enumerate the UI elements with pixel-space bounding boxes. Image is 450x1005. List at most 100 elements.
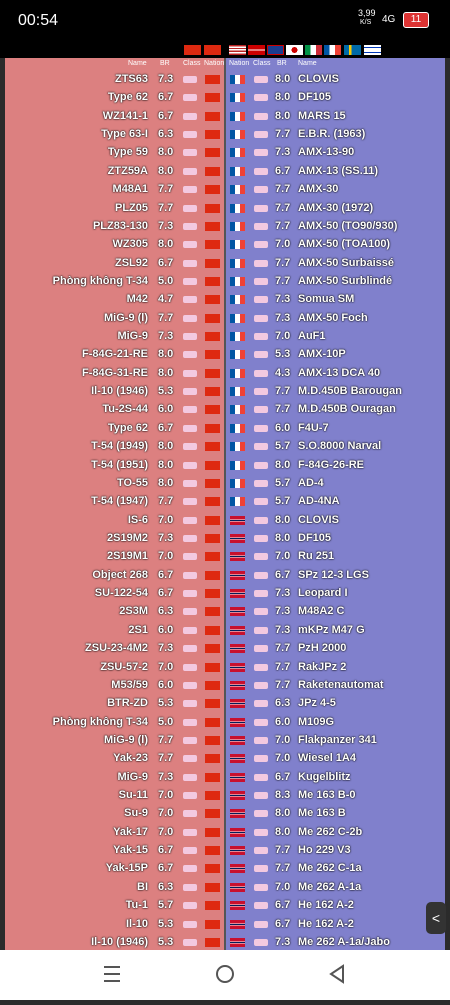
vehicle-name[interactable]: MiG-9 (l) — [104, 733, 148, 746]
vehicle-name[interactable]: MiG-9 (l) — [104, 311, 148, 324]
vehicle-name[interactable]: Ru 251 — [298, 550, 335, 563]
vehicle-name[interactable]: PLZ83-130 — [92, 219, 148, 232]
vehicle-name[interactable]: CLOVIS — [298, 513, 339, 526]
vehicle-name[interactable]: F4U-7 — [298, 421, 329, 434]
vehicle-name[interactable]: AMX-50 Surbaissé — [298, 256, 394, 269]
vehicle-name[interactable]: ZTS63 — [114, 73, 148, 85]
vehicle-name[interactable]: Flakpanzer 341 — [298, 733, 377, 746]
vehicle-name[interactable]: WZ141-1 — [102, 109, 148, 122]
vehicle-name[interactable]: Yak-15 — [113, 844, 148, 857]
menu-button[interactable] — [104, 966, 120, 982]
vehicle-name[interactable]: Me 262 C-2b — [298, 825, 363, 838]
vehicle-name[interactable]: DF105 — [298, 91, 332, 104]
vehicle-name[interactable]: Somua SM — [298, 293, 355, 306]
vehicle-name[interactable]: AMX-30 (1972) — [298, 201, 374, 214]
vehicle-name[interactable]: Yak-23 — [113, 752, 148, 765]
vehicle-name[interactable]: Yak-17 — [113, 825, 148, 838]
vehicle-name[interactable]: M109G — [298, 715, 335, 728]
vehicle-name[interactable]: AMX-13-90 — [298, 146, 355, 159]
vehicle-name[interactable]: Tu-1 — [125, 899, 148, 912]
vehicle-name[interactable]: Object 268 — [92, 568, 148, 581]
vehicle-name[interactable]: AMX-13 DCA 40 — [298, 366, 381, 379]
vehicle-name[interactable]: ZSU-23-4M2 — [85, 642, 148, 655]
vehicle-name[interactable]: 2S3M — [119, 605, 148, 618]
vehicle-name[interactable]: Type 62 — [107, 421, 148, 434]
vehicle-name[interactable]: AMX-50 (TOA100) — [298, 238, 391, 251]
vehicle-name[interactable]: AMX-10P — [298, 348, 346, 361]
vehicle-name[interactable]: Kugelblitz — [298, 770, 351, 783]
vehicle-name[interactable]: 2S19M2 — [107, 532, 148, 544]
vehicle-name[interactable]: Il-10 (1946) — [91, 385, 148, 398]
vehicle-name[interactable]: F-84G-26-RE — [298, 458, 365, 471]
vehicle-name[interactable]: ZTZ59A — [107, 164, 148, 177]
vehicle-name[interactable]: BTR-ZD — [107, 697, 148, 710]
vehicle-name[interactable]: AMX-50 Surblindé — [298, 274, 393, 287]
vehicle-name[interactable]: 2S19M1 — [107, 550, 148, 563]
vehicle-name[interactable]: mKPz M47 G — [298, 623, 365, 636]
vehicle-name[interactable]: F-84G-31-RE — [81, 366, 148, 379]
vehicle-name[interactable]: Phòng không T-34 — [52, 274, 148, 287]
vehicle-name[interactable]: MiG-9 — [117, 330, 148, 343]
vehicle-name[interactable]: TO-55 — [117, 476, 148, 489]
vehicle-name[interactable]: Yak-15P — [105, 862, 148, 875]
vehicle-name[interactable]: M53/59 — [111, 678, 148, 691]
vehicle-name[interactable]: AMX-50 (TO90/930) — [298, 219, 398, 232]
vehicle-name[interactable]: Il-10 — [125, 917, 148, 930]
vehicle-name[interactable]: T-54 (1951) — [91, 458, 148, 471]
vehicle-name[interactable]: AD-4 — [298, 476, 324, 489]
vehicle-name[interactable]: SU-122-54 — [94, 587, 148, 600]
vehicle-name[interactable]: DF105 — [298, 532, 332, 544]
vehicle-name[interactable]: Leopard I — [298, 587, 348, 600]
vehicle-name[interactable]: PzH 2000 — [298, 642, 347, 655]
vehicle-name[interactable]: T-54 (1947) — [91, 495, 148, 508]
vehicle-name[interactable]: Su-11 — [118, 789, 148, 802]
vehicle-name[interactable]: Tu-2S-44 — [102, 403, 148, 416]
vehicle-name[interactable]: Su-9 — [124, 807, 148, 820]
vehicle-name[interactable]: M48A1 — [112, 183, 148, 196]
vehicle-name[interactable]: IS-6 — [127, 513, 148, 526]
vehicle-name[interactable]: 2S1 — [128, 623, 148, 636]
vehicle-name[interactable]: He 162 A-2 — [298, 899, 354, 912]
vehicle-name[interactable]: AMX-50 Foch — [298, 311, 368, 324]
vehicle-name[interactable]: Me 262 A-1a/Jabo — [298, 935, 390, 948]
vehicle-name[interactable]: AD-4NA — [298, 495, 340, 508]
vehicle-name[interactable]: T-54 (1949) — [91, 440, 148, 453]
vehicle-name[interactable]: MiG-9 — [117, 770, 148, 783]
vehicle-name[interactable]: Me 262 A-1a — [298, 880, 362, 893]
vehicle-name[interactable]: Me 163 B-0 — [298, 789, 356, 802]
vehicle-name[interactable]: RakJPz 2 — [298, 660, 347, 673]
vehicle-name[interactable]: JPz 4-5 — [298, 697, 336, 710]
vehicle-name[interactable]: Phòng không T-34 — [52, 715, 148, 728]
vehicle-name[interactable]: Me 163 B — [298, 807, 346, 820]
vehicle-name[interactable]: BI — [137, 880, 148, 893]
vehicle-name[interactable]: AuF1 — [298, 330, 326, 343]
vehicle-name[interactable]: Type 63-I — [101, 128, 148, 141]
vehicle-name[interactable]: E.B.R. (1963) — [298, 128, 366, 141]
vehicle-name[interactable]: M.D.450B Barougan — [298, 385, 402, 398]
vehicle-name[interactable]: M48A2 C — [298, 605, 345, 618]
vehicle-name[interactable]: ZSL92 — [114, 256, 148, 269]
vehicle-name[interactable]: M42 — [126, 293, 148, 306]
vehicle-name[interactable]: Wiesel 1A4 — [298, 752, 356, 765]
vehicle-name[interactable]: Il-10 (1946) — [91, 935, 148, 948]
vehicle-name[interactable]: MARS 15 — [298, 109, 346, 122]
vehicle-name[interactable]: PLZ05 — [114, 201, 148, 214]
vehicle-name[interactable]: AMX-30 — [298, 183, 339, 196]
vehicle-name[interactable]: Type 59 — [107, 146, 148, 159]
vehicle-name[interactable]: CLOVIS — [298, 73, 339, 85]
vehicle-name[interactable]: Type 62 — [107, 91, 148, 104]
vehicle-name[interactable]: SPz 12-3 LGS — [298, 568, 369, 581]
vehicle-name[interactable]: AMX-13 (SS.11) — [298, 164, 379, 177]
vehicle-name[interactable]: Raketenautomat — [298, 678, 384, 691]
vehicle-name[interactable]: WZ305 — [112, 238, 148, 251]
vehicle-name[interactable]: ZSU-57-2 — [100, 660, 148, 673]
side-button[interactable]: < — [426, 902, 446, 934]
back-button[interactable] — [329, 964, 344, 984]
vehicle-name[interactable]: F-84G-21-RE — [81, 348, 148, 361]
vehicle-name[interactable]: S.O.8000 Narval — [298, 440, 382, 453]
vehicle-name[interactable]: He 162 A-2 — [298, 917, 354, 930]
vehicle-name[interactable]: Ho 229 V3 — [298, 844, 351, 857]
vehicle-name[interactable]: M.D.450B Ouragan — [298, 403, 396, 416]
home-button[interactable] — [216, 965, 234, 983]
vehicle-name[interactable]: Me 262 C-1a — [298, 862, 362, 875]
